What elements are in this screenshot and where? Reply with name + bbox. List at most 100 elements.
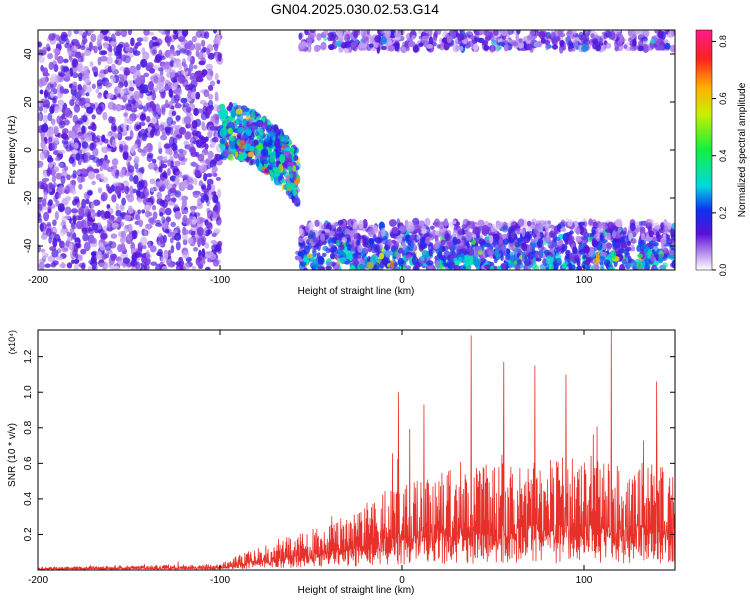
heatmap-cell: [80, 115, 85, 125]
heatmap-cell: [496, 45, 502, 50]
heatmap-cell: [62, 58, 69, 64]
heatmap-cell: [77, 84, 83, 91]
heatmap-cell: [498, 41, 506, 46]
heatmap-cell: [424, 217, 431, 227]
heatmap-cell: [60, 175, 66, 185]
heatmap-cell: [401, 241, 406, 250]
heatmap-cell: [164, 35, 170, 44]
heatmap-cell: [89, 41, 93, 50]
heatmap-cell: [220, 138, 228, 145]
heatmap-cell: [108, 46, 113, 53]
heatmap-cell: [420, 236, 424, 245]
heatmap-cell: [81, 125, 87, 135]
heatmap-cell: [453, 265, 461, 270]
heatmap-cell: [514, 242, 520, 248]
heatmap-cell: [313, 237, 319, 244]
heatmap-cell: [173, 30, 178, 35]
heatmap-cell: [167, 159, 172, 167]
heatmap-cell: [615, 218, 623, 228]
spectrogram-y-ticks: -40 -20 0 20 40: [23, 48, 675, 253]
heatmap-cell: [461, 224, 467, 229]
heatmap-cell: [567, 40, 573, 50]
heatmap-cell: [303, 267, 308, 270]
heatmap-cell: [129, 175, 134, 182]
heatmap-cell: [428, 36, 434, 46]
heatmap-cell: [473, 258, 481, 267]
heatmap-cell: [96, 209, 102, 217]
heatmap-cell: [70, 180, 76, 185]
heatmap-cell: [151, 36, 158, 41]
heatmap-cell: [167, 249, 172, 256]
heatmap-cell: [132, 72, 137, 81]
heatmap-cell: [42, 67, 48, 76]
heatmap-cell: [91, 251, 97, 256]
heatmap-cell: [542, 223, 550, 229]
heatmap-cell: [355, 239, 360, 246]
heatmap-cell: [515, 32, 519, 42]
heatmap-cell: [670, 233, 675, 241]
heatmap-cell: [349, 265, 356, 270]
heatmap-cell: [153, 75, 159, 85]
heatmap-cell: [38, 244, 41, 253]
heatmap-cell: [144, 210, 151, 218]
heatmap-cell: [517, 237, 524, 243]
heatmap-cell: [366, 261, 374, 270]
heatmap-cell: [279, 133, 284, 143]
heatmap-cell: [145, 249, 150, 259]
heatmap-cell: [523, 255, 531, 261]
heatmap-cell: [219, 128, 227, 138]
heatmap-cell: [538, 30, 544, 38]
heatmap-cell: [89, 142, 95, 151]
heatmap-cell: [91, 114, 96, 120]
heatmap-cell: [170, 245, 175, 254]
heatmap-cell: [90, 201, 95, 209]
heatmap-cell: [95, 105, 103, 115]
heatmap-cell: [581, 44, 588, 53]
heatmap-cell: [38, 203, 43, 212]
heatmap-cell: [405, 265, 411, 270]
heatmap-cell: [120, 221, 124, 227]
heatmap-cell: [357, 244, 363, 253]
heatmap-cell: [453, 229, 458, 236]
heatmap-cell: [69, 99, 75, 107]
heatmap-cell: [282, 161, 289, 168]
heatmap-cell: [100, 55, 108, 62]
heatmap-cell: [80, 168, 87, 175]
heatmap-cell: [612, 230, 617, 239]
heatmap-cell: [150, 129, 155, 138]
heatmap-cell: [91, 123, 97, 132]
heatmap-cell: [149, 100, 155, 109]
heatmap-cell: [630, 238, 637, 244]
heatmap-cell: [455, 45, 460, 52]
heatmap-cell: [440, 263, 445, 270]
y-tick-label: -40: [23, 238, 34, 253]
heatmap-cell: [58, 149, 66, 154]
heatmap-cell: [111, 116, 116, 126]
heatmap-cell: [44, 263, 51, 268]
heatmap-cell: [52, 219, 57, 226]
heatmap-cell: [114, 59, 119, 64]
heatmap-cell: [164, 251, 169, 258]
x-tick-label: -200: [28, 275, 48, 286]
heatmap-cell: [173, 151, 180, 159]
heatmap-cell: [124, 185, 130, 195]
heatmap-cell: [614, 244, 621, 254]
heatmap-cell: [58, 71, 62, 76]
heatmap-cell: [591, 239, 598, 248]
heatmap-cell: [111, 158, 119, 166]
y-tick-label: 0.8: [23, 420, 34, 434]
heatmap-cell: [189, 72, 197, 79]
heatmap-cell: [151, 116, 157, 125]
heatmap-cell: [344, 33, 351, 43]
heatmap-cell: [663, 219, 669, 228]
snr-series-line: [38, 330, 675, 570]
heatmap-cell: [77, 149, 83, 156]
heatmap-cell: [627, 37, 632, 43]
heatmap-cell: [211, 244, 219, 251]
heatmap-cell: [38, 214, 42, 221]
heatmap-cell: [599, 37, 603, 44]
heatmap-cell: [545, 255, 553, 265]
heatmap-cell: [182, 239, 188, 246]
heatmap-cell: [173, 61, 179, 69]
